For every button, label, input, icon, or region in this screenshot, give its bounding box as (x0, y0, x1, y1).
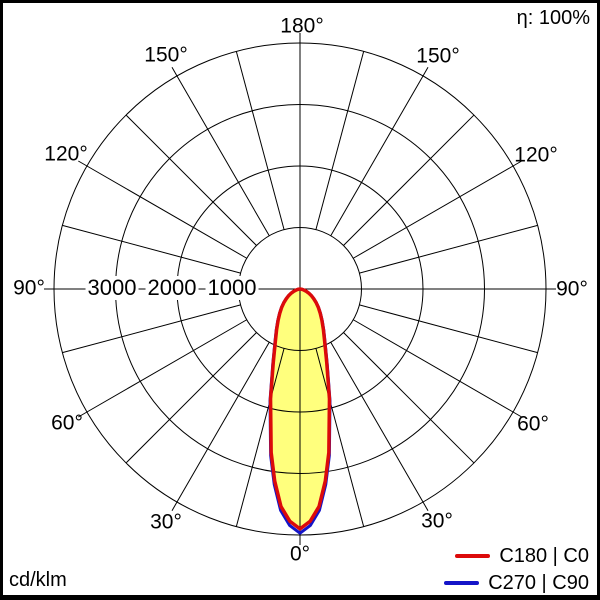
angle-label-150-left: 150° (144, 43, 188, 67)
angle-label-60-left: 60° (51, 411, 83, 435)
legend-item-c180-c0: C180 | C0 (455, 545, 589, 567)
blue-line-swatch (444, 581, 480, 585)
angle-label-120-left: 120° (44, 142, 88, 166)
angle-label-90-right: 90° (556, 277, 588, 301)
angle-label-150-right: 150° (416, 44, 460, 68)
legend: C180 | C0 C270 | C90 (444, 545, 589, 594)
efficiency-label: η: 100% (516, 7, 590, 29)
angle-label-180: 180° (280, 14, 324, 38)
red-line-swatch (455, 554, 491, 558)
legend-label-c180-c0: C180 | C0 (499, 545, 589, 567)
angle-label-120-right: 120° (514, 143, 558, 167)
legend-label-c270-c90: C270 | C90 (488, 572, 589, 594)
angle-label-90-left: 90° (13, 276, 45, 300)
radial-label-2000: 2000 (145, 275, 199, 300)
angle-label-60-right: 60° (517, 412, 549, 436)
radial-label-1000: 1000 (205, 275, 259, 300)
radial-label-3000: 3000 (85, 275, 139, 300)
angle-label-0: 0° (289, 542, 311, 566)
angle-label-30-left: 30° (150, 510, 182, 534)
legend-item-c270-c90: C270 | C90 (444, 572, 589, 594)
unit-label: cd/klm (9, 569, 67, 591)
angle-label-30-right: 30° (421, 509, 453, 533)
